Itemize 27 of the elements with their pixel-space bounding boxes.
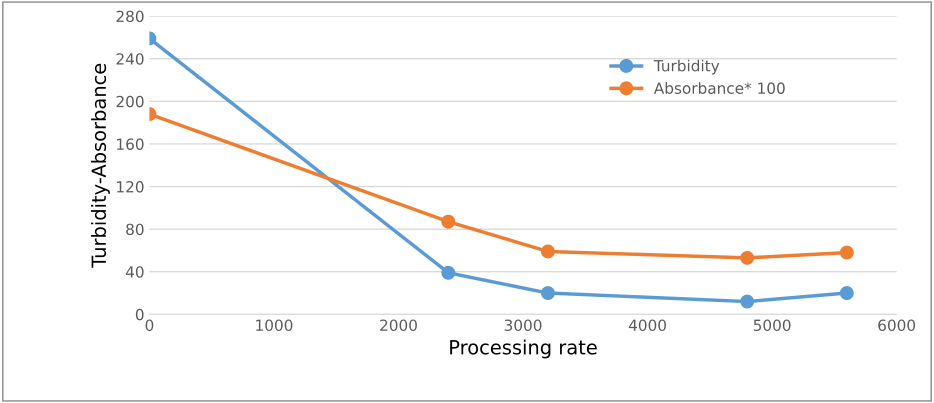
y-tick-label: 200	[116, 96, 144, 108]
y-tick-label: 240	[116, 53, 144, 65]
legend-label: Absorbance* 100	[654, 82, 785, 94]
x-tick-label: 3000	[504, 319, 542, 332]
point	[740, 250, 754, 265]
y-tick-label: 280	[116, 10, 144, 22]
point	[441, 266, 456, 280]
x-tick-label: 2000	[380, 319, 417, 332]
point	[541, 244, 555, 258]
point	[840, 246, 854, 260]
x-tick-label: 6000	[878, 319, 916, 332]
y-tick-label: 0	[136, 308, 144, 320]
y-tick-label: 120	[117, 180, 144, 193]
point	[840, 286, 854, 300]
point	[740, 294, 754, 309]
point	[441, 214, 456, 229]
y-axis-title: Turbidity-Absorbance	[91, 64, 110, 268]
x-axis-title: Processing rate	[450, 340, 597, 358]
x-tick-label: 1000	[256, 319, 292, 332]
legend-label: Turbidity	[654, 60, 720, 74]
y-tick-label: 40	[126, 266, 144, 278]
y-tick-label: 160	[117, 138, 144, 150]
x-tick-label: 5000	[754, 319, 791, 332]
y-tick-label: 80	[126, 224, 144, 236]
x-tick-label: 0	[146, 319, 154, 332]
point	[541, 286, 555, 300]
x-tick-label: 4000	[628, 319, 666, 332]
